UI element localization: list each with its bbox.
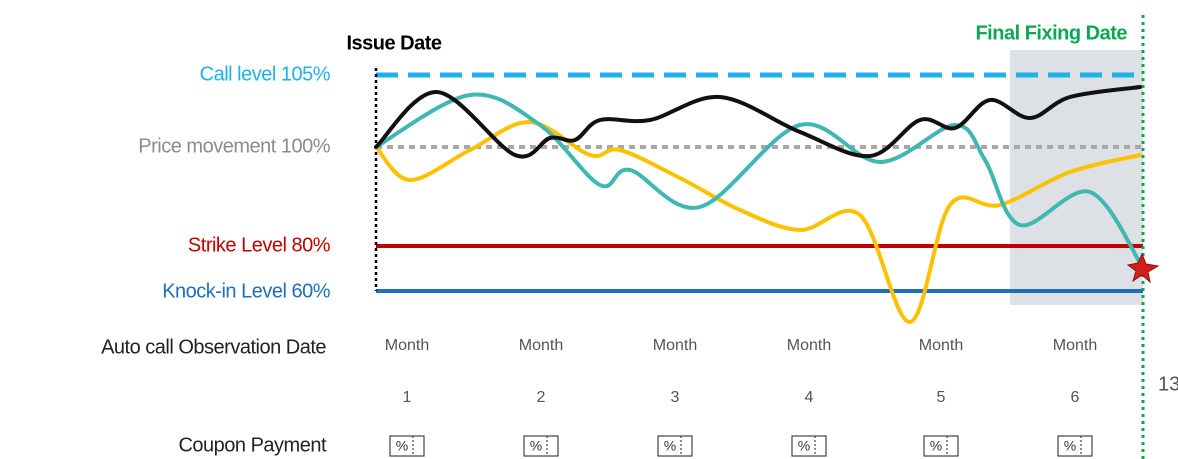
coupon-symbol: % — [530, 438, 542, 454]
knock-in-label: Knock-in Level 60% — [162, 280, 330, 302]
page-number: 13 — [1158, 373, 1178, 395]
price-curve — [374, 92, 1145, 270]
coupon-symbol: % — [1064, 438, 1076, 454]
coupon-icon — [389, 435, 425, 457]
issue-date-label: Issue Date — [346, 32, 441, 54]
month-number: 6 — [1071, 389, 1080, 406]
price-curve — [374, 119, 1142, 324]
coupon-icon — [1057, 435, 1093, 457]
observation-label: Auto call Observation Date — [101, 336, 326, 358]
coupon-symbol: % — [664, 438, 676, 454]
strike-label: Strike Level 80% — [188, 234, 331, 256]
coupon-label: Coupon Payment — [178, 434, 326, 456]
call-label: Call level 105% — [200, 63, 331, 85]
coupon-symbol: % — [396, 438, 408, 454]
month-label: Month — [653, 337, 697, 354]
month-number: 1 — [403, 389, 412, 406]
month-label: Month — [385, 337, 429, 354]
knock-in-marker — [1126, 252, 1160, 284]
coupon-symbol: % — [798, 438, 810, 454]
month-label: Month — [1053, 337, 1097, 354]
coupon-icon — [923, 435, 959, 457]
price-curve — [374, 85, 1142, 159]
month-number: 5 — [937, 389, 946, 406]
coupon-icon — [523, 435, 559, 457]
month-label: Month — [919, 337, 963, 354]
coupon-icon — [791, 435, 827, 457]
month-label: Month — [519, 337, 563, 354]
month-label: Month — [787, 337, 831, 354]
price-label: Price movement 100% — [138, 135, 330, 157]
coupon-symbol: % — [930, 438, 942, 454]
month-number: 4 — [805, 389, 814, 406]
coupon-icon — [657, 435, 693, 457]
month-number: 3 — [671, 389, 680, 406]
observation-shade — [1010, 50, 1143, 305]
month-number: 2 — [537, 389, 546, 406]
final-fixing-label: Final Fixing Date — [975, 22, 1127, 44]
